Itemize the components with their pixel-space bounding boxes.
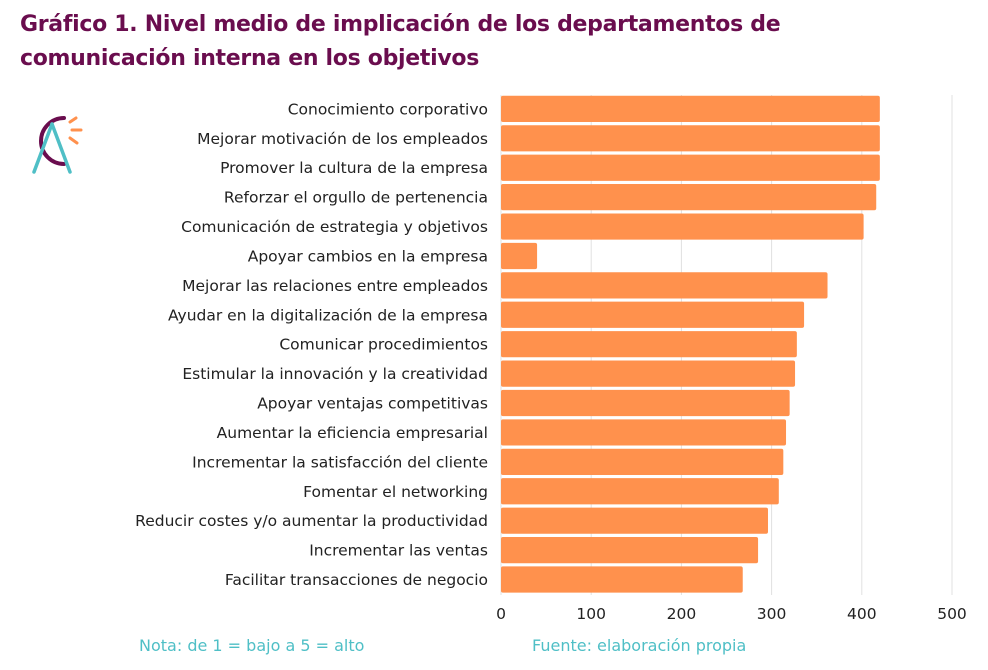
category-label: Ayudar en la digitalización de la empres… <box>168 306 488 324</box>
category-label: Comunicar procedimientos <box>279 336 488 354</box>
chart-title-line-1: Gráfico 1. Nivel medio de implicación de… <box>20 12 781 37</box>
bars <box>501 95 880 593</box>
x-tick-label: 300 <box>757 605 787 623</box>
bar <box>501 389 790 417</box>
x-tick-label: 200 <box>667 605 697 623</box>
x-tick-label: 0 <box>496 605 506 623</box>
category-label: Aumentar la eficiencia empresarial <box>217 424 488 442</box>
x-tick-labels: 0 100 200 300 400 500 <box>496 605 967 623</box>
bar <box>501 566 743 593</box>
category-label: Apoyar ventajas competitivas <box>257 395 488 413</box>
category-label: Apoyar cambios en la empresa <box>248 247 488 265</box>
bar <box>501 448 784 475</box>
x-tick-label: 400 <box>847 605 877 623</box>
bar <box>501 331 797 358</box>
category-label: Facilitar transacciones de negocio <box>225 571 488 589</box>
source-text: Fuente: elaboración propia <box>532 636 747 655</box>
bar <box>501 419 787 446</box>
bar <box>501 154 880 181</box>
category-labels: Conocimiento corporativo Mejorar motivaci… <box>135 100 488 589</box>
category-label: Conocimiento corporativo <box>288 100 488 118</box>
x-tick-label: 100 <box>576 605 606 623</box>
category-label: Incrementar la satisfacción del cliente <box>192 453 488 471</box>
bar <box>501 301 805 328</box>
category-label: Mejorar motivación de los empleados <box>197 130 488 148</box>
ca-logo-icon <box>32 116 83 174</box>
category-label: Comunicación de estrategia y objetivos <box>181 218 488 236</box>
x-tick-label: 500 <box>937 605 967 623</box>
category-label: Mejorar las relaciones entre empleados <box>182 277 488 295</box>
bar <box>501 478 779 505</box>
category-label: Estimular la innovación y la creatividad <box>182 365 488 383</box>
chart-title-line-2: comunicación interna en los objetivos <box>20 46 479 71</box>
bar <box>501 360 796 387</box>
category-label: Fomentar el networking <box>303 483 488 501</box>
bar <box>501 213 864 240</box>
note-text: Nota: de 1 = bajo a 5 = alto <box>139 636 365 655</box>
bar <box>501 272 828 299</box>
chart-title: Gráfico 1. Nivel medio de implicación de… <box>20 8 980 76</box>
bar <box>501 125 880 152</box>
category-label: Reforzar el orgullo de pertenencia <box>224 189 488 207</box>
bar <box>501 507 768 534</box>
category-label: Reducir costes y/o aumentar la productiv… <box>135 512 488 530</box>
bar <box>501 95 880 123</box>
bar <box>501 242 538 270</box>
bar <box>501 184 877 211</box>
category-label: Promover la cultura de la empresa <box>220 159 488 177</box>
category-label: Incrementar las ventas <box>309 542 488 560</box>
bar <box>501 536 759 564</box>
